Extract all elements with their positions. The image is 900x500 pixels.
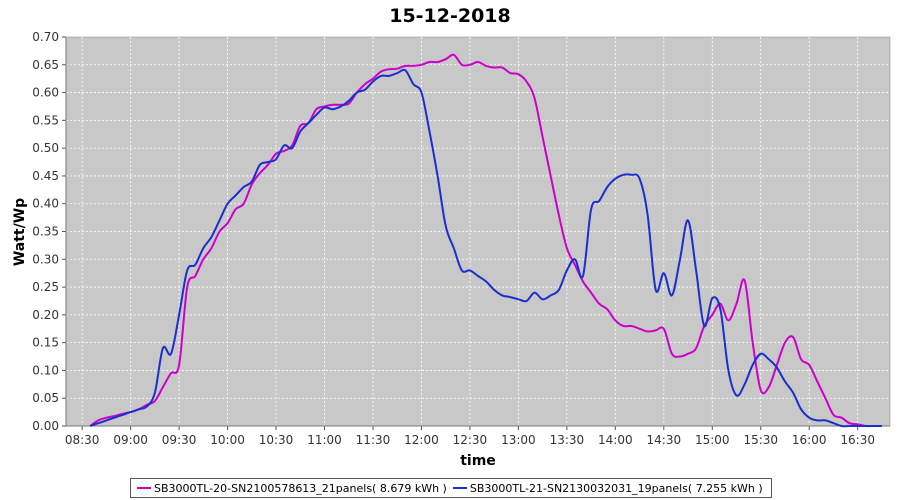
series-line [89,53,874,428]
chart-legend: SB3000TL-20-SN2100578613_21panels( 8.679… [130,478,772,498]
chart-title: 15-12-2018 [389,5,511,27]
x-tick-label: 09:00 [113,433,148,447]
x-tick-label: 13:00 [501,433,536,447]
x-tick-label: 13:30 [550,433,585,447]
legend-swatch [452,487,467,489]
y-tick-label: 0.05 [32,391,59,405]
y-tick-label: 0.15 [32,336,59,350]
x-tick-label: 12:00 [404,433,439,447]
x-tick-label: 15:00 [695,433,730,447]
x-tick-label: 14:00 [598,433,633,447]
legend-item: SB3000TL-21-SN2130032031_19panels( 7.255… [452,481,763,495]
x-axis-label: time [460,453,496,469]
series-line [89,68,882,428]
series-lines [89,53,882,428]
legend-label: SB3000TL-21-SN2130032031_19panels( 7.255… [469,481,763,495]
y-axis: 0.00 0.05 0.10 0.15 0.20 0.25 0.30 0.35 0.40 0.45… [32,30,67,433]
y-tick-label: 0.45 [32,169,59,183]
y-tick-label: 0.60 [32,86,59,100]
y-tick-label: 0.25 [32,280,59,294]
y-tick-label: 0.30 [32,252,59,266]
x-tick-label: 09:30 [162,433,197,447]
y-tick-label: 0.70 [32,30,59,44]
legend-label: SB3000TL-20-SN2100578613_21panels( 8.679… [154,481,447,495]
y-tick-label: 0.50 [32,141,59,155]
x-tick-label: 12:30 [453,433,488,447]
x-tick-label: 10:00 [210,433,245,447]
grid-lines [66,37,890,426]
y-tick-label: 0.65 [32,58,59,72]
y-tick-label: 0.20 [32,308,59,322]
y-tick-label: 0.55 [32,113,59,127]
x-tick-label: 10:30 [259,433,294,447]
line-chart: 15-12-2018 0.000.050.100.150.200.250.300… [12,5,891,469]
legend-item: SB3000TL-20-SN2100578613_21panels( 8.679… [137,482,447,495]
x-tick-label: 16:30 [840,433,875,447]
x-tick-label: 15:30 [743,433,778,447]
x-tick-label: 08:30 [65,433,100,447]
x-axis: 08:30 09:00 09:30 10:00 10:30 11:00 11:30 12:00… [65,425,890,447]
x-tick-label: 16:00 [792,433,827,447]
y-axis-label: Watt/Wp [12,198,28,266]
y-tick-label: 0.40 [32,197,59,211]
x-tick-label: 14:30 [647,433,682,447]
legend-swatch [137,487,151,489]
y-tick-label: 0.35 [32,225,59,239]
y-tick-label: 0.10 [32,363,59,377]
y-tick-label: 0.00 [32,419,59,433]
x-tick-label: 11:00 [307,433,342,447]
x-tick-label: 11:30 [356,433,391,447]
